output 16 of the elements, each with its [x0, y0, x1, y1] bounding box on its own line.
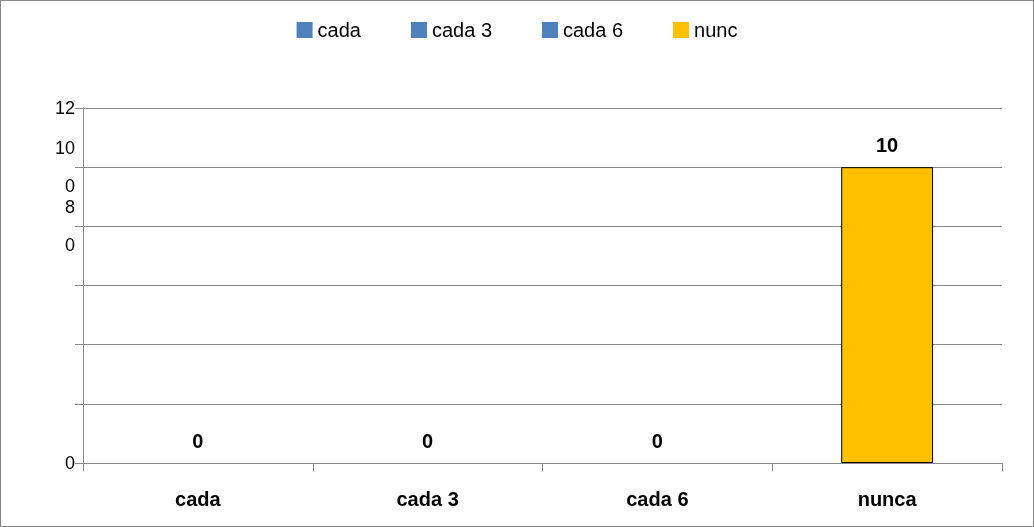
legend-label: nunc — [694, 19, 738, 41]
data-label: 10 — [876, 134, 899, 157]
data-label: 0 — [192, 430, 204, 452]
legend-label: cada 3 — [431, 19, 493, 41]
y-tick-label: 12 — [54, 98, 75, 118]
x-tick-label: cada 3 — [396, 488, 459, 510]
y-tick-label: 0 — [64, 453, 75, 473]
legend-label: cada — [317, 19, 362, 41]
data-label: 0 — [422, 430, 434, 452]
y-tick-label: 8 0 — [64, 197, 75, 256]
legend-label: cada 6 — [563, 19, 624, 41]
x-tick-label: cada 6 — [626, 488, 689, 510]
y-tick-label: 10 0 — [54, 138, 75, 197]
x-tick-label: cada — [175, 488, 222, 510]
data-label: 0 — [651, 430, 663, 452]
x-tick-label: nunca — [857, 488, 918, 510]
